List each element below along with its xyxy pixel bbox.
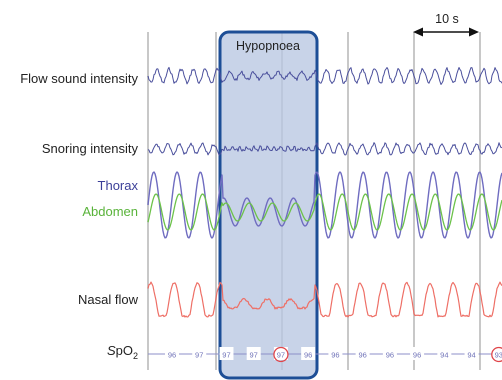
signal-traces [148, 67, 502, 317]
hypopnoea-event-box [220, 32, 317, 378]
spo2-values: 96 97 97 97 97 96 96 96 96 96 94 94 93 [148, 347, 502, 362]
spo2-value: 97 [277, 351, 285, 360]
time-scale: 10 s [413, 12, 479, 37]
spo2-value: 96 [413, 351, 421, 360]
time-scale-arrowhead-right [469, 28, 479, 37]
trace-nasal-flow [148, 282, 502, 317]
spo2-value: 94 [440, 351, 448, 360]
spo2-value: 97 [222, 351, 230, 360]
spo2-value: 96 [331, 351, 339, 360]
event-label: Hypopnoea [236, 39, 300, 53]
spo2-value: 97 [250, 351, 258, 360]
trace-snoring-intensity [148, 143, 502, 156]
label-snoring-intensity: Snoring intensity [42, 141, 139, 156]
trace-flow-sound-intensity [148, 67, 502, 84]
spo2-value: 96 [168, 351, 176, 360]
label-flow-sound-intensity: Flow sound intensity [20, 71, 138, 86]
spo2-value: 93 [495, 351, 502, 360]
label-thorax: Thorax [98, 178, 139, 193]
spo2-value: 96 [358, 351, 366, 360]
series-labels: Flow sound intensity Snoring intensity T… [20, 71, 138, 361]
spo2-value: 94 [467, 351, 475, 360]
time-scale-label: 10 s [435, 12, 459, 26]
spo2-value: 97 [195, 351, 203, 360]
label-spo2: SpO2 [107, 343, 138, 361]
label-abdomen: Abdomen [82, 204, 138, 219]
spo2-value: 96 [304, 351, 312, 360]
label-nasal-flow: Nasal flow [78, 292, 139, 307]
spo2-value: 96 [386, 351, 394, 360]
